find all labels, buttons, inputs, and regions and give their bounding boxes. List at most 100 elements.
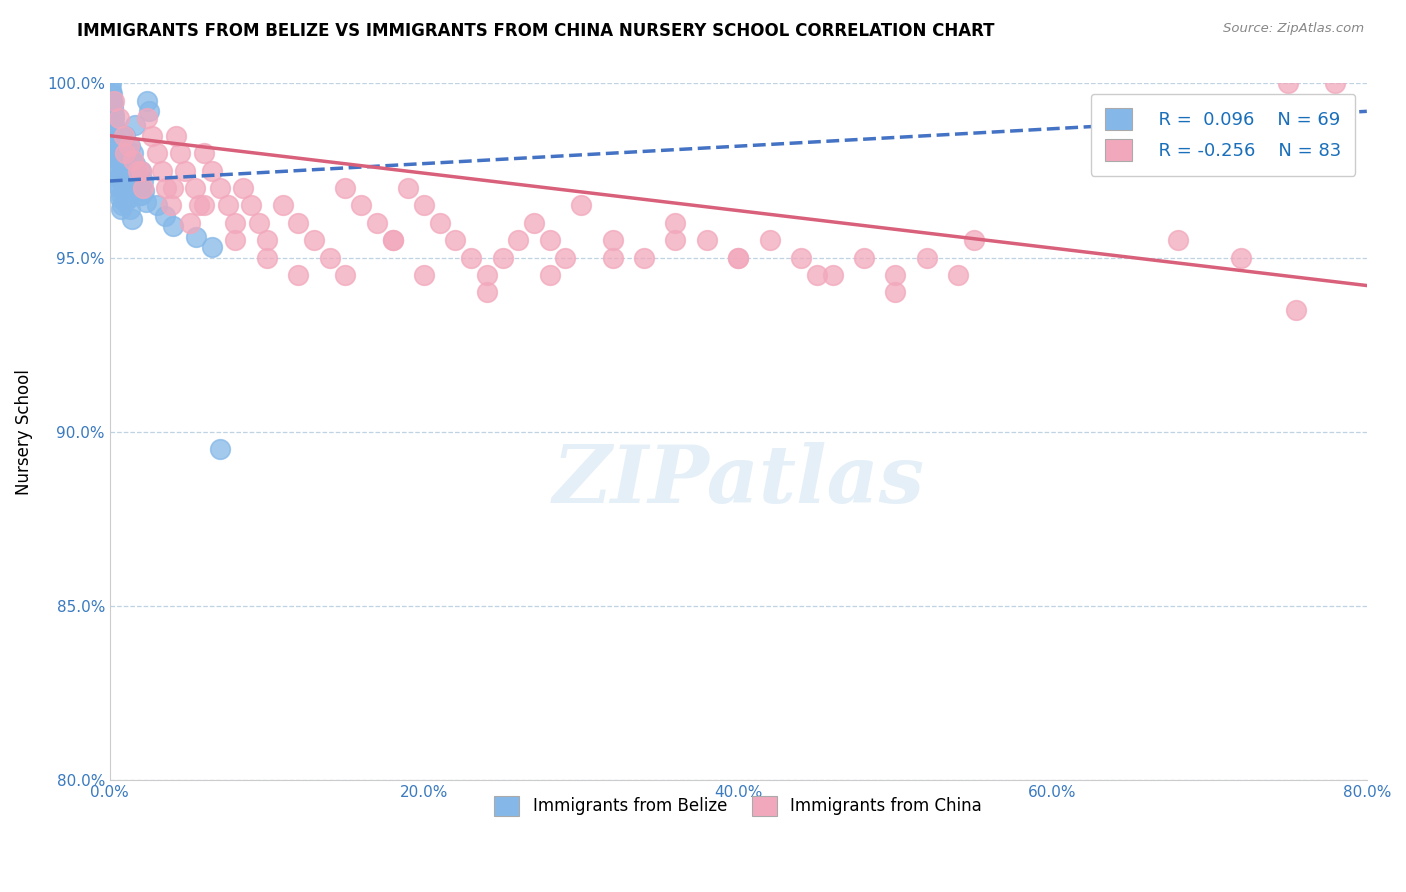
Point: [134, 185, 156, 199]
Point: [247, 216, 270, 230]
Point: [124, 156, 146, 170]
Point: [111, 128, 134, 143]
Point: [108, 181, 131, 195]
Point: [114, 128, 136, 143]
Point: [112, 150, 135, 164]
Point: [127, 163, 149, 178]
Point: [963, 233, 986, 247]
Point: [105, 139, 128, 153]
Point: [186, 229, 208, 244]
Point: [110, 153, 132, 167]
Point: [120, 139, 142, 153]
Point: [948, 268, 970, 282]
Point: [169, 146, 191, 161]
Point: [217, 198, 239, 212]
Point: [115, 170, 138, 185]
Point: [208, 181, 231, 195]
Point: [884, 285, 907, 300]
Point: [110, 202, 132, 216]
Point: [128, 188, 150, 202]
Point: [256, 251, 278, 265]
Point: [125, 167, 148, 181]
Point: [114, 160, 136, 174]
Point: [335, 268, 357, 282]
Point: [193, 146, 215, 161]
Text: IMMIGRANTS FROM BELIZE VS IMMIGRANTS FROM CHINA NURSERY SCHOOL CORRELATION CHART: IMMIGRANTS FROM BELIZE VS IMMIGRANTS FRO…: [77, 22, 995, 40]
Point: [146, 198, 169, 212]
Point: [201, 240, 224, 254]
Point: [121, 153, 143, 167]
Point: [101, 101, 124, 115]
Point: [232, 181, 254, 195]
Point: [350, 198, 373, 212]
Point: [124, 118, 146, 132]
Point: [105, 139, 128, 153]
Point: [110, 198, 132, 212]
Point: [155, 181, 177, 195]
Point: [523, 216, 546, 230]
Point: [602, 233, 624, 247]
Point: [335, 181, 357, 195]
Point: [413, 198, 436, 212]
Point: [132, 174, 155, 188]
Point: [413, 268, 436, 282]
Point: [1167, 233, 1189, 247]
Point: [127, 178, 149, 192]
Point: [141, 128, 163, 143]
Point: [758, 233, 780, 247]
Point: [664, 216, 686, 230]
Point: [138, 104, 160, 119]
Point: [114, 170, 136, 185]
Point: [110, 188, 132, 202]
Point: [381, 233, 404, 247]
Point: [224, 216, 246, 230]
Point: [128, 181, 150, 195]
Text: Source: ZipAtlas.com: Source: ZipAtlas.com: [1223, 22, 1364, 36]
Point: [602, 251, 624, 265]
Point: [1324, 77, 1347, 91]
Point: [112, 139, 135, 153]
Point: [107, 160, 129, 174]
Point: [122, 146, 145, 161]
Point: [101, 94, 124, 108]
Point: [112, 174, 135, 188]
Point: [475, 285, 498, 300]
Point: [129, 163, 152, 178]
Point: [821, 268, 844, 282]
Point: [915, 251, 938, 265]
Point: [127, 174, 149, 188]
Point: [664, 233, 686, 247]
Point: [183, 181, 205, 195]
Point: [101, 97, 124, 112]
Point: [100, 83, 122, 97]
Point: [103, 112, 125, 126]
Point: [105, 150, 128, 164]
Point: [108, 112, 131, 126]
Point: [153, 209, 176, 223]
Point: [162, 219, 184, 234]
Legend: Immigrants from Belize, Immigrants from China: Immigrants from Belize, Immigrants from …: [486, 788, 990, 824]
Point: [727, 251, 749, 265]
Point: [271, 198, 294, 212]
Point: [696, 233, 718, 247]
Point: [160, 198, 183, 212]
Point: [508, 233, 530, 247]
Point: [853, 251, 876, 265]
Point: [727, 251, 749, 265]
Point: [103, 108, 125, 122]
Point: [381, 233, 404, 247]
Point: [366, 216, 388, 230]
Point: [111, 163, 134, 178]
Point: [224, 233, 246, 247]
Point: [319, 251, 342, 265]
Point: [208, 442, 231, 457]
Point: [240, 198, 263, 212]
Point: [150, 163, 173, 178]
Point: [136, 112, 159, 126]
Point: [256, 233, 278, 247]
Text: ZIPatlas: ZIPatlas: [553, 442, 924, 519]
Point: [790, 251, 813, 265]
Point: [538, 268, 561, 282]
Point: [117, 191, 139, 205]
Point: [491, 251, 513, 265]
